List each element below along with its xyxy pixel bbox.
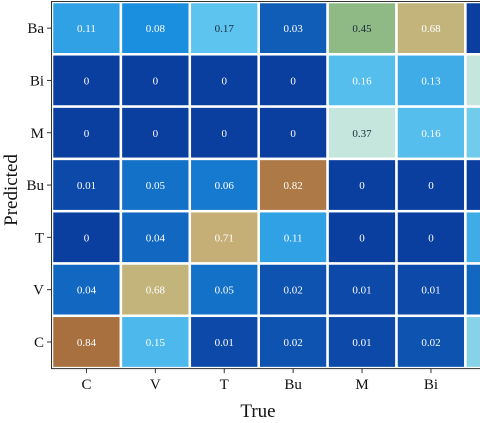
- cell-value-label: 0.01: [352, 337, 371, 349]
- heatmap-cell: [50, 314, 123, 370]
- cell-value-label: 0.71: [215, 232, 234, 244]
- cell-value-label: 0.01: [352, 285, 371, 297]
- heatmap-cell: [50, 157, 123, 213]
- cell-value-label: 0: [84, 128, 90, 140]
- heatmap-cell: [395, 314, 467, 370]
- heatmap-cell: [326, 105, 398, 161]
- heatmap-cell: [188, 209, 260, 265]
- y-tick-label: M: [31, 126, 44, 142]
- cell-value-label: 0.02: [421, 337, 440, 349]
- cell-value-label: 0: [290, 128, 296, 140]
- cell-value-label: 0.84: [77, 337, 97, 349]
- cell-value-label: 0.16: [352, 75, 372, 87]
- cell-value-label: 0.37: [352, 128, 372, 140]
- x-tick-label: M: [355, 377, 368, 393]
- cell-value-label: 0.01: [215, 337, 234, 349]
- x-tick-label: T: [220, 377, 229, 393]
- heatmap-cell: [257, 314, 329, 370]
- cell-value-label: 0.17: [215, 23, 235, 35]
- heatmap-cells: [50, 0, 480, 370]
- cell-value-label: 0: [428, 232, 434, 244]
- cell-value-label: 0: [428, 180, 434, 192]
- heatmap-cell: [464, 209, 480, 265]
- y-axis-ticks: Ba Bi M Bu T V C: [26, 21, 52, 351]
- heatmap-cell: [464, 53, 480, 108]
- heatmap-cell: [464, 262, 480, 318]
- x-axis-title: True: [240, 401, 275, 422]
- heatmap-cell: [257, 53, 329, 108]
- heatmap-cell: [326, 157, 398, 213]
- cell-value-label: 0: [290, 75, 296, 87]
- cell-value-label: 0.68: [146, 285, 166, 297]
- cell-value-label: 0.04: [146, 232, 166, 244]
- y-axis-title: Predicted: [1, 154, 22, 226]
- cell-value-label: 0: [222, 128, 228, 140]
- heatmap-cell: [257, 157, 329, 213]
- cell-value-label: 0.68: [421, 23, 441, 35]
- cell-value-label: 0.15: [146, 337, 166, 349]
- x-tick-label: C: [81, 377, 91, 393]
- heatmap-cell: [326, 314, 398, 370]
- y-tick-label: Bu: [26, 178, 44, 194]
- cell-value-label: 0.05: [215, 285, 235, 297]
- cell-value-labels: 0.11 0.08 0.17 0.03 0.45 0.68 0 0 0 0 0 0.16 0.13 0.3…: [77, 23, 441, 349]
- cell-value-label: 0: [153, 75, 159, 87]
- y-tick-label: Bi: [30, 73, 44, 89]
- cell-value-label: 0.03: [284, 23, 304, 35]
- cell-value-label: 0: [84, 232, 90, 244]
- heatmap-cell: [395, 53, 467, 108]
- heatmap-cell: [395, 262, 467, 318]
- cell-value-label: 0.16: [421, 128, 441, 140]
- heatmap-cell: [464, 157, 480, 213]
- heatmap-cell: [119, 53, 192, 108]
- cell-value-label: 0: [359, 180, 365, 192]
- cell-value-label: 0.06: [215, 180, 235, 192]
- cell-value-label: 0.04: [77, 285, 97, 297]
- heatmap-cell: [395, 0, 467, 56]
- heatmap-cell: [464, 105, 480, 161]
- cell-value-label: 0.02: [284, 337, 303, 349]
- heatmap-cell: [188, 157, 260, 213]
- heatmap-cell: [257, 105, 329, 161]
- y-tick-label: C: [34, 335, 44, 351]
- cell-value-label: 0.01: [77, 180, 96, 192]
- heatmap-cell: [326, 209, 398, 265]
- y-tick-label: T: [35, 230, 44, 246]
- heatmap-cell: [464, 314, 480, 370]
- cell-value-label: 0.11: [284, 232, 303, 244]
- cell-value-label: 0.45: [352, 23, 372, 35]
- x-tick-label: Bu: [284, 377, 302, 393]
- cell-value-label: 0: [84, 75, 90, 87]
- y-tick-label: V: [33, 283, 44, 299]
- cell-value-label: 0: [359, 232, 365, 244]
- x-tick-label: V: [150, 377, 161, 393]
- cell-value-label: 0.01: [421, 285, 440, 297]
- heatmap-cell: [119, 105, 192, 161]
- cell-value-label: 0.05: [146, 180, 166, 192]
- heatmap-cell: [464, 0, 480, 56]
- cell-value-label: 0.82: [284, 180, 303, 192]
- heatmap-cell: [119, 157, 192, 213]
- cell-value-label: 0.13: [421, 75, 441, 87]
- cell-value-label: 0.02: [284, 285, 303, 297]
- y-tick-label: Ba: [27, 21, 44, 37]
- cell-value-label: 0.11: [77, 23, 96, 35]
- cell-value-label: 0: [222, 75, 228, 87]
- x-tick-label: Bi: [424, 377, 438, 393]
- heatmap-cell: [119, 314, 192, 370]
- cell-value-label: 0.08: [146, 23, 166, 35]
- heatmap-cell: [50, 262, 123, 318]
- cell-value-label: 0: [153, 128, 159, 140]
